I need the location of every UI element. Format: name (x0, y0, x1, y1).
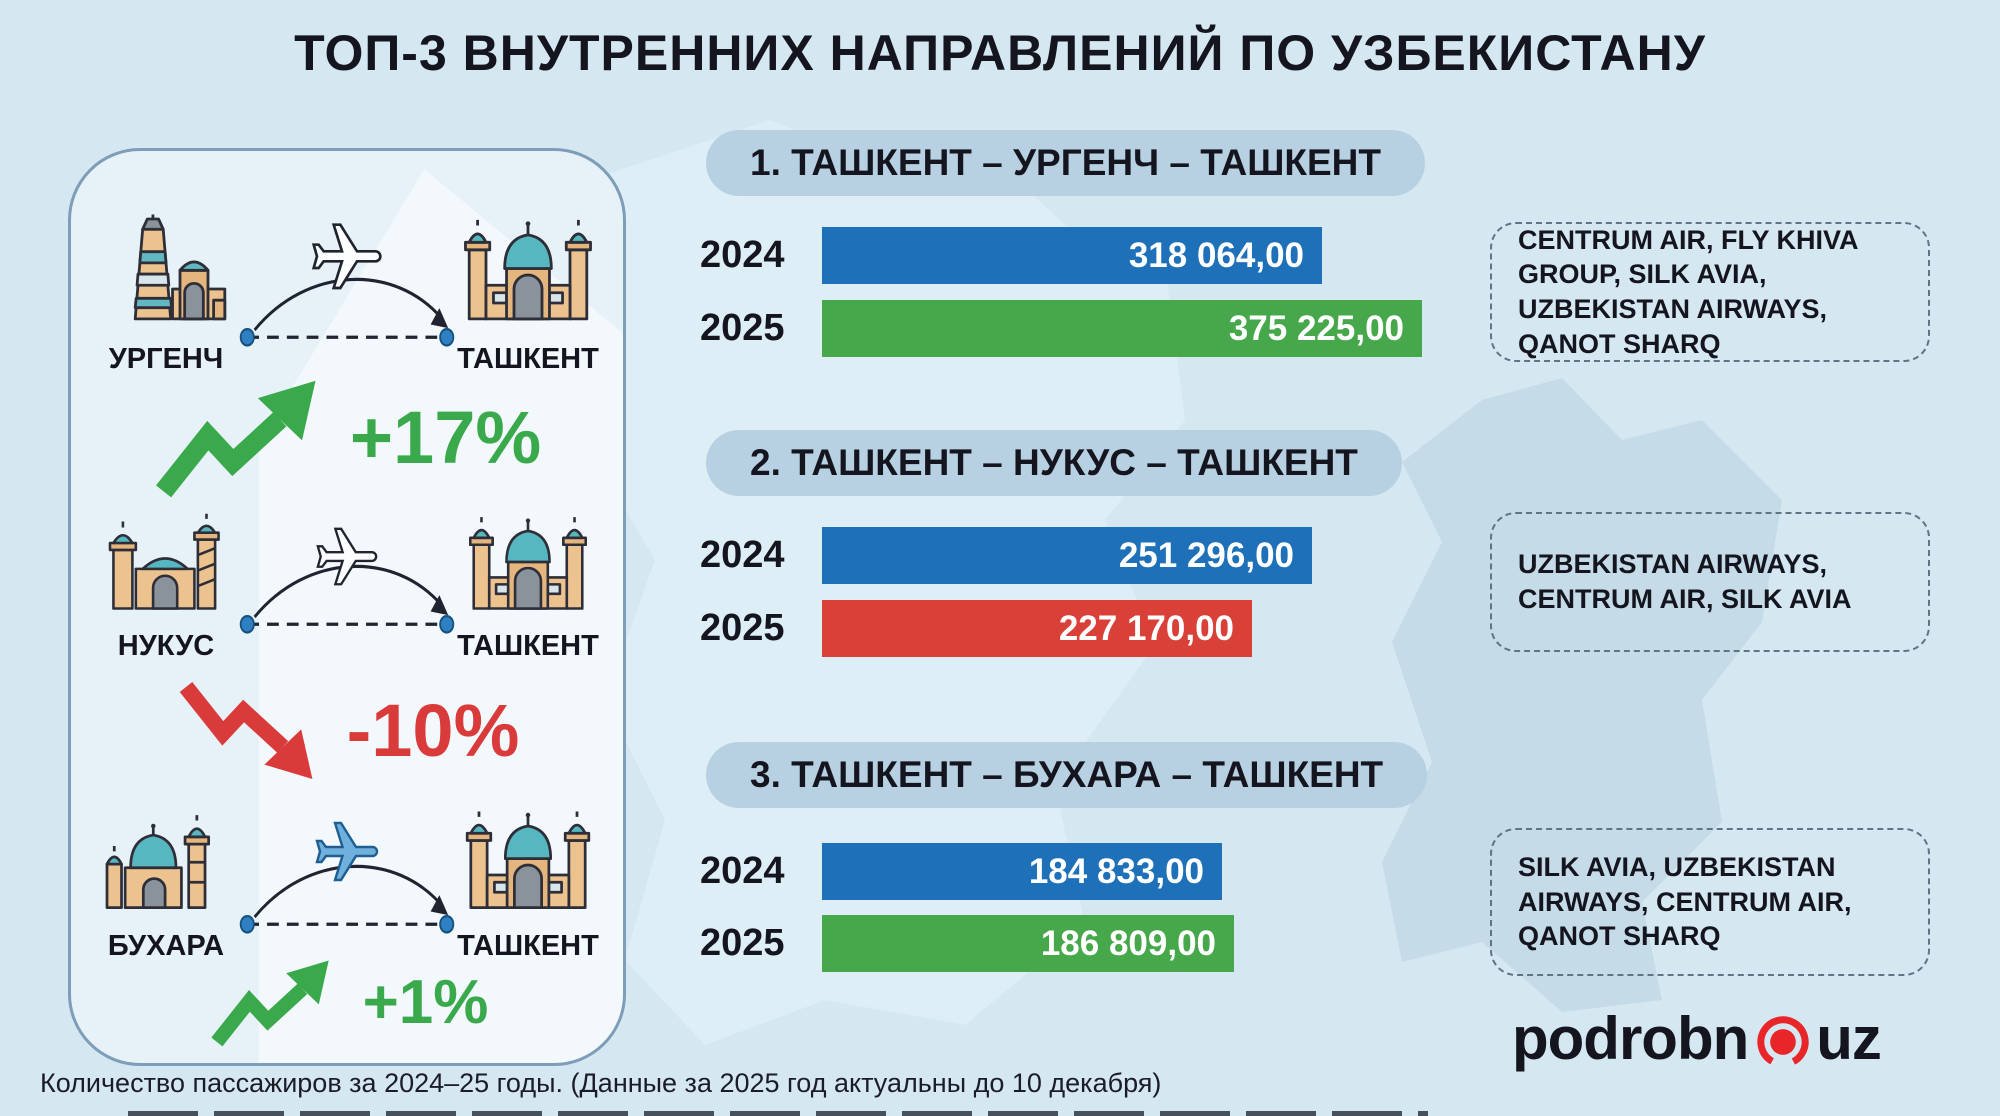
trend-value: +1% (362, 968, 489, 1037)
bar-year-label: 2025 (700, 922, 785, 964)
city-tashkent: ТАШКЕНТ (449, 213, 607, 376)
bar-value: 227 170,00 (1058, 608, 1234, 648)
bar-row-2024: 2024 318 064,00 (700, 227, 1322, 284)
city-urgench: УРГЕНЧ (87, 213, 245, 376)
section-title: 3. ТАШКЕНТ – БУХАРА – ТАШКЕНТ (750, 754, 1384, 795)
logo-text-suffix: uz (1816, 1005, 1882, 1072)
city-label: ТАШКЕНТ (457, 930, 599, 962)
flight-graphic (237, 829, 457, 963)
plane-icon (312, 523, 382, 593)
bar-2025: 186 809,00 (822, 915, 1234, 972)
flight-graphic (237, 535, 457, 663)
bar-value: 184 833,00 (1028, 851, 1204, 891)
route-row-nukus: НУКУС ТАШКЕНТ (87, 503, 607, 663)
trend-up-icon (153, 376, 328, 501)
bar-year-label: 2024 (700, 534, 785, 576)
bar-year-label: 2024 (700, 850, 785, 892)
flight-graphic (237, 226, 457, 376)
city-label: БУХАРА (107, 930, 225, 962)
logo-podrobno-uz: podrobn uz (1512, 1004, 1882, 1073)
city-label: ТАШКЕНТ (457, 343, 599, 375)
airlines-box-1: CENTRUM AIR, FLY KHIVA GROUP, SILK AVIA,… (1490, 222, 1930, 362)
bar-value: 186 809,00 (1040, 923, 1216, 963)
city-nukus: НУКУС (87, 512, 245, 663)
trend-nukus: -10% (71, 679, 623, 783)
trend-down-icon (175, 679, 325, 783)
bukhara-mosque-icon (96, 806, 236, 924)
section-2-header: 2. ТАШКЕНТ – НУКУС – ТАШКЕНТ (706, 430, 1402, 496)
bar-row-2024: 2024 251 296,00 (700, 527, 1312, 584)
route-arc (239, 864, 455, 934)
bar-value: 251 296,00 (1118, 535, 1294, 575)
urgench-minaret-icon (96, 213, 236, 337)
logo-target-icon (1757, 1015, 1809, 1068)
section-3-header: 3. ТАШКЕНТ – БУХАРА – ТАШКЕНТ (706, 742, 1428, 808)
bottom-cropped-strip (128, 1111, 1428, 1116)
nukus-minarets-icon (96, 512, 236, 624)
bar-row-2025: 2025 186 809,00 (700, 915, 1234, 972)
airlines-text: UZBEKISTAN AIRWAYS, CENTRUM AIR, SILK AV… (1518, 549, 1852, 614)
footer-note: Количество пассажиров за 2024–25 годы. (… (40, 1068, 1162, 1098)
trend-bukhara: +1% (71, 957, 623, 1049)
plane-icon (307, 218, 387, 298)
route-row-bukhara: БУХАРА ТАШКЕНТ (87, 773, 607, 963)
bar-2024: 184 833,00 (822, 843, 1222, 900)
route-arc (239, 277, 455, 347)
bar-row-2025: 2025 227 170,00 (700, 600, 1252, 657)
city-tashkent: ТАШКЕНТ (449, 806, 607, 963)
section-title: 2. ТАШКЕНТ – НУКУС – ТАШКЕНТ (750, 442, 1358, 483)
city-bukhara: БУХАРА (87, 806, 245, 963)
tashkent-mosque-icon (458, 512, 598, 624)
bar-value: 318 064,00 (1128, 235, 1304, 275)
bar-row-2025: 2025 375 225,00 (700, 300, 1422, 357)
bar-2025: 227 170,00 (822, 600, 1252, 657)
bar-2024: 251 296,00 (822, 527, 1312, 584)
plane-icon (311, 817, 383, 889)
city-tashkent: ТАШКЕНТ (449, 512, 607, 663)
trend-up-icon (206, 957, 341, 1049)
bar-row-2024: 2024 184 833,00 (700, 843, 1222, 900)
bar-value: 375 225,00 (1228, 308, 1404, 348)
airlines-text: CENTRUM AIR, FLY KHIVA GROUP, SILK AVIA,… (1518, 224, 1858, 359)
city-label: ТАШКЕНТ (457, 630, 599, 662)
city-label: НУКУС (117, 630, 215, 662)
bar-2025: 375 225,00 (822, 300, 1422, 357)
section-1-header: 1. ТАШКЕНТ – УРГЕНЧ – ТАШКЕНТ (706, 130, 1425, 196)
tashkent-mosque-icon (458, 806, 598, 924)
city-label: УРГЕНЧ (108, 343, 224, 375)
logo-text-prefix: podrobn (1512, 1005, 1749, 1072)
section-title: 1. ТАШКЕНТ – УРГЕНЧ – ТАШКЕНТ (750, 142, 1381, 183)
trend-urgench: +17% (71, 378, 623, 498)
trend-value: -10% (346, 689, 520, 772)
bar-year-label: 2025 (700, 607, 785, 649)
airlines-text: SILK AVIA, UZBEKISTAN AIRWAYS, CENTRUM A… (1518, 852, 1852, 952)
page-title: ТОП-3 ВНУТРЕННИХ НАПРАВЛЕНИЙ ПО УЗБЕКИСТ… (294, 25, 1706, 81)
tashkent-mosque-icon (458, 213, 598, 337)
bar-year-label: 2024 (700, 234, 785, 276)
bar-2024: 318 064,00 (822, 227, 1322, 284)
airlines-box-2: UZBEKISTAN AIRWAYS, CENTRUM AIR, SILK AV… (1490, 512, 1930, 652)
airlines-box-3: SILK AVIA, UZBEKISTAN AIRWAYS, CENTRUM A… (1490, 828, 1930, 976)
trend-value: +17% (349, 396, 542, 479)
route-row-urgench: УРГЕНЧ ТАШКЕНТ (87, 181, 607, 376)
bar-year-label: 2025 (700, 307, 785, 349)
routes-panel: УРГЕНЧ ТАШКЕНТ +17% (68, 148, 626, 1066)
